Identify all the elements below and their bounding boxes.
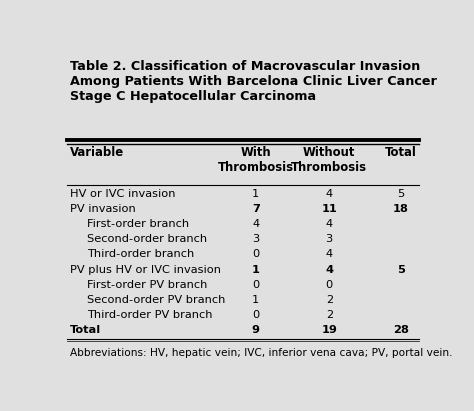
Text: 11: 11 <box>321 204 337 214</box>
Text: 5: 5 <box>397 265 405 275</box>
Text: 3: 3 <box>326 234 333 244</box>
Text: 0: 0 <box>252 249 259 259</box>
Text: Abbreviations: HV, hepatic vein; IVC, inferior vena cava; PV, portal vein.: Abbreviations: HV, hepatic vein; IVC, in… <box>70 349 453 358</box>
Text: 4: 4 <box>326 249 333 259</box>
Text: Third-order PV branch: Third-order PV branch <box>87 310 212 320</box>
Text: 0: 0 <box>326 280 333 290</box>
Text: 4: 4 <box>326 189 333 199</box>
Text: 0: 0 <box>252 310 259 320</box>
Text: 2: 2 <box>326 310 333 320</box>
Text: PV invasion: PV invasion <box>70 204 136 214</box>
Text: 0: 0 <box>252 280 259 290</box>
Text: 28: 28 <box>393 325 409 335</box>
Text: 4: 4 <box>252 219 259 229</box>
Text: PV plus HV or IVC invasion: PV plus HV or IVC invasion <box>70 265 221 275</box>
Text: With
Thrombosis: With Thrombosis <box>218 146 294 174</box>
Text: Second-order branch: Second-order branch <box>87 234 207 244</box>
Text: 9: 9 <box>252 325 260 335</box>
Text: First-order branch: First-order branch <box>87 219 189 229</box>
Text: First-order PV branch: First-order PV branch <box>87 280 207 290</box>
Text: 18: 18 <box>393 204 409 214</box>
Text: 19: 19 <box>321 325 337 335</box>
Text: 2: 2 <box>326 295 333 305</box>
Text: Without
Thrombosis: Without Thrombosis <box>291 146 367 174</box>
Text: Total: Total <box>385 146 417 159</box>
Text: 1: 1 <box>252 265 260 275</box>
Text: Table 2. Classification of Macrovascular Invasion
Among Patients With Barcelona : Table 2. Classification of Macrovascular… <box>70 60 437 104</box>
Text: 1: 1 <box>252 189 259 199</box>
Text: 4: 4 <box>326 219 333 229</box>
Text: 7: 7 <box>252 204 260 214</box>
Text: Total: Total <box>70 325 101 335</box>
Text: Third-order branch: Third-order branch <box>87 249 194 259</box>
Text: 3: 3 <box>252 234 259 244</box>
Text: 5: 5 <box>397 189 404 199</box>
Text: 4: 4 <box>325 265 333 275</box>
Text: HV or IVC invasion: HV or IVC invasion <box>70 189 176 199</box>
Text: 1: 1 <box>252 295 259 305</box>
Text: Variable: Variable <box>70 146 124 159</box>
Text: Second-order PV branch: Second-order PV branch <box>87 295 225 305</box>
